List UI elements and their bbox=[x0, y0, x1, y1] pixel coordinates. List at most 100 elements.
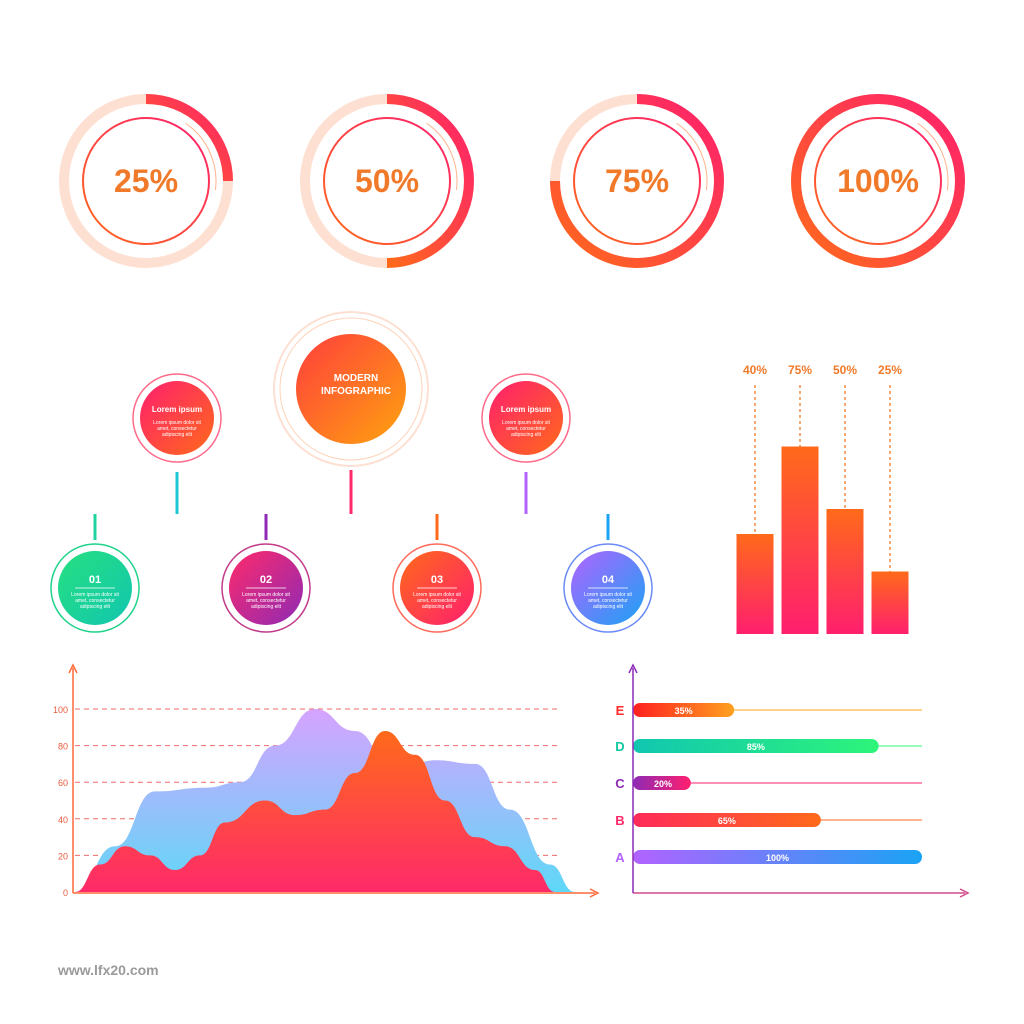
child-node-03-text-1: Lorem ipsum dolor sit bbox=[413, 592, 461, 598]
center-node-inner-ring bbox=[279, 317, 423, 461]
area-y-tick-label: 80 bbox=[58, 742, 68, 752]
hbar-value-label: 85% bbox=[747, 742, 765, 752]
vertical-bar bbox=[736, 534, 774, 634]
child-node-04-ring bbox=[563, 543, 653, 633]
child-node-02-text-1: Lorem ipsum dolor sit bbox=[242, 592, 290, 598]
progress-ring-inner bbox=[814, 117, 942, 245]
side-node-left-title: Lorem ipsum bbox=[152, 405, 202, 414]
hbar-category-label: A bbox=[615, 850, 625, 865]
side-node-right-text-1: Lorem ipsum dolor sit bbox=[502, 420, 550, 426]
area-y-tick-label: 60 bbox=[58, 778, 68, 788]
hbar-value-label: 100% bbox=[766, 853, 789, 863]
bar-data-label: 25% bbox=[878, 363, 902, 377]
tree-connectors bbox=[93, 470, 610, 540]
child-node-03-ring bbox=[392, 543, 482, 633]
progress-ring-fill bbox=[550, 94, 724, 268]
horizontal-bar bbox=[633, 850, 922, 864]
center-node-disc bbox=[296, 334, 406, 444]
progress-ring-3: 75% bbox=[550, 94, 724, 268]
progress-ring-label: 50% bbox=[355, 163, 419, 199]
child-node-02-text-2: amet, consectetur bbox=[246, 598, 286, 604]
progress-ring-inner bbox=[323, 117, 451, 245]
side-node-left: Lorem ipsum Lorem ipsum dolor sit amet, … bbox=[132, 373, 222, 463]
child-node-02-ring bbox=[221, 543, 311, 633]
hbar-y-axis-arrow bbox=[628, 663, 638, 674]
side-node-left-text-1: Lorem ipsum dolor sit bbox=[153, 420, 201, 426]
child-node-03-text-3: adipiscing elit bbox=[422, 604, 453, 610]
child-node-02: 02 Lorem ipsum dolor sit amet, consectet… bbox=[221, 543, 311, 633]
bar-data-label: 75% bbox=[788, 363, 812, 377]
vertical-bar bbox=[871, 571, 909, 634]
child-node-04-text-2: amet, consectetur bbox=[588, 598, 628, 604]
side-node-left-disc bbox=[140, 381, 214, 455]
area-y-tick-label: 100 bbox=[53, 705, 68, 715]
progress-ring-label: 100% bbox=[837, 163, 919, 199]
watermark-text: www.lfx20.com bbox=[57, 962, 159, 978]
bar-data-label: 50% bbox=[833, 363, 857, 377]
child-node-04: 04 Lorem ipsum dolor sit amet, consectet… bbox=[563, 543, 653, 633]
progress-ring-accent bbox=[185, 122, 217, 191]
center-node: MODERN INFOGRAPHIC bbox=[273, 311, 429, 467]
child-node-03-number: 03 bbox=[431, 574, 443, 586]
area-x-axis-arrow bbox=[589, 888, 600, 898]
horizontal-bar bbox=[633, 776, 691, 790]
vertical-bar-chart: 40% 75% 50% 25% bbox=[736, 363, 909, 634]
progress-rings: 25% 50% 75% 100% bbox=[59, 94, 965, 268]
progress-ring-label: 75% bbox=[605, 163, 669, 199]
side-node-right-disc bbox=[489, 381, 563, 455]
hbar-category-label: B bbox=[615, 813, 624, 828]
progress-ring-fill bbox=[791, 94, 965, 268]
horizontal-bar bbox=[633, 703, 735, 717]
hbar-category-label: E bbox=[616, 703, 625, 718]
hbar-value-label: 20% bbox=[654, 779, 672, 789]
progress-ring-label: 25% bbox=[114, 163, 178, 199]
hierarchy-diagram: MODERN INFOGRAPHIC Lorem ipsum Lorem ips… bbox=[50, 311, 653, 633]
progress-ring-2: 50% bbox=[300, 94, 474, 268]
progress-ring-fill bbox=[386, 94, 474, 268]
center-node-line1: MODERN bbox=[334, 373, 378, 384]
child-node-01: 01 Lorem ipsum dolor sit amet, consectet… bbox=[50, 543, 140, 633]
child-node-04-text-1: Lorem ipsum dolor sit bbox=[584, 592, 632, 598]
hbar-value-label: 65% bbox=[718, 816, 736, 826]
side-node-right-text-3: adipiscing elit bbox=[511, 432, 542, 438]
child-node-04-text-3: adipiscing elit bbox=[593, 604, 624, 610]
child-node-01-text-2: amet, consectetur bbox=[75, 598, 115, 604]
hbar-value-label: 35% bbox=[675, 706, 693, 716]
child-node-01-text-1: Lorem ipsum dolor sit bbox=[71, 592, 119, 598]
vertical-bar bbox=[781, 446, 819, 634]
child-node-03: 03 Lorem ipsum dolor sit amet, consectet… bbox=[392, 543, 482, 633]
progress-ring-accent bbox=[426, 122, 458, 191]
side-node-left-text-3: adipiscing elit bbox=[162, 432, 193, 438]
child-node-01-text-3: adipiscing elit bbox=[80, 604, 111, 610]
area-y-tick-label: 40 bbox=[58, 815, 68, 825]
area-y-axis-arrow bbox=[68, 663, 78, 674]
side-node-left-ring bbox=[132, 373, 222, 463]
progress-ring-inner bbox=[573, 117, 701, 245]
center-node-outer-ring bbox=[273, 311, 429, 467]
area-y-tick-label: 20 bbox=[58, 851, 68, 861]
progress-ring-accent bbox=[917, 122, 949, 191]
progress-ring-1: 25% bbox=[59, 94, 233, 268]
child-node-04-number: 04 bbox=[602, 574, 615, 586]
side-node-right-text-2: amet, consectetur bbox=[506, 426, 546, 432]
bar-data-label: 40% bbox=[743, 363, 767, 377]
hbar-category-label: D bbox=[615, 739, 624, 754]
side-node-right-ring bbox=[481, 373, 571, 463]
hbar-x-axis-arrow bbox=[959, 888, 970, 898]
progress-ring-inner bbox=[82, 117, 210, 245]
area-y-tick-label: 0 bbox=[63, 888, 68, 898]
child-node-01-ring bbox=[50, 543, 140, 633]
child-node-02-number: 02 bbox=[260, 574, 272, 586]
vertical-bar bbox=[826, 509, 864, 634]
horizontal-bar-chart: 35% E 85% D 20% C 65% B 100% A bbox=[615, 663, 970, 898]
hbar-category-label: C bbox=[615, 776, 625, 791]
child-node-01-number: 01 bbox=[89, 574, 101, 586]
child-node-02-text-3: adipiscing elit bbox=[251, 604, 282, 610]
side-node-right: Lorem ipsum Lorem ipsum dolor sit amet, … bbox=[481, 373, 571, 463]
area-chart: 100 80 60 40 20 0 bbox=[53, 663, 600, 898]
side-node-left-text-2: amet, consectetur bbox=[157, 426, 197, 432]
progress-ring-accent bbox=[676, 122, 708, 191]
side-node-right-title: Lorem ipsum bbox=[501, 405, 551, 414]
progress-ring-4: 100% bbox=[791, 94, 965, 268]
